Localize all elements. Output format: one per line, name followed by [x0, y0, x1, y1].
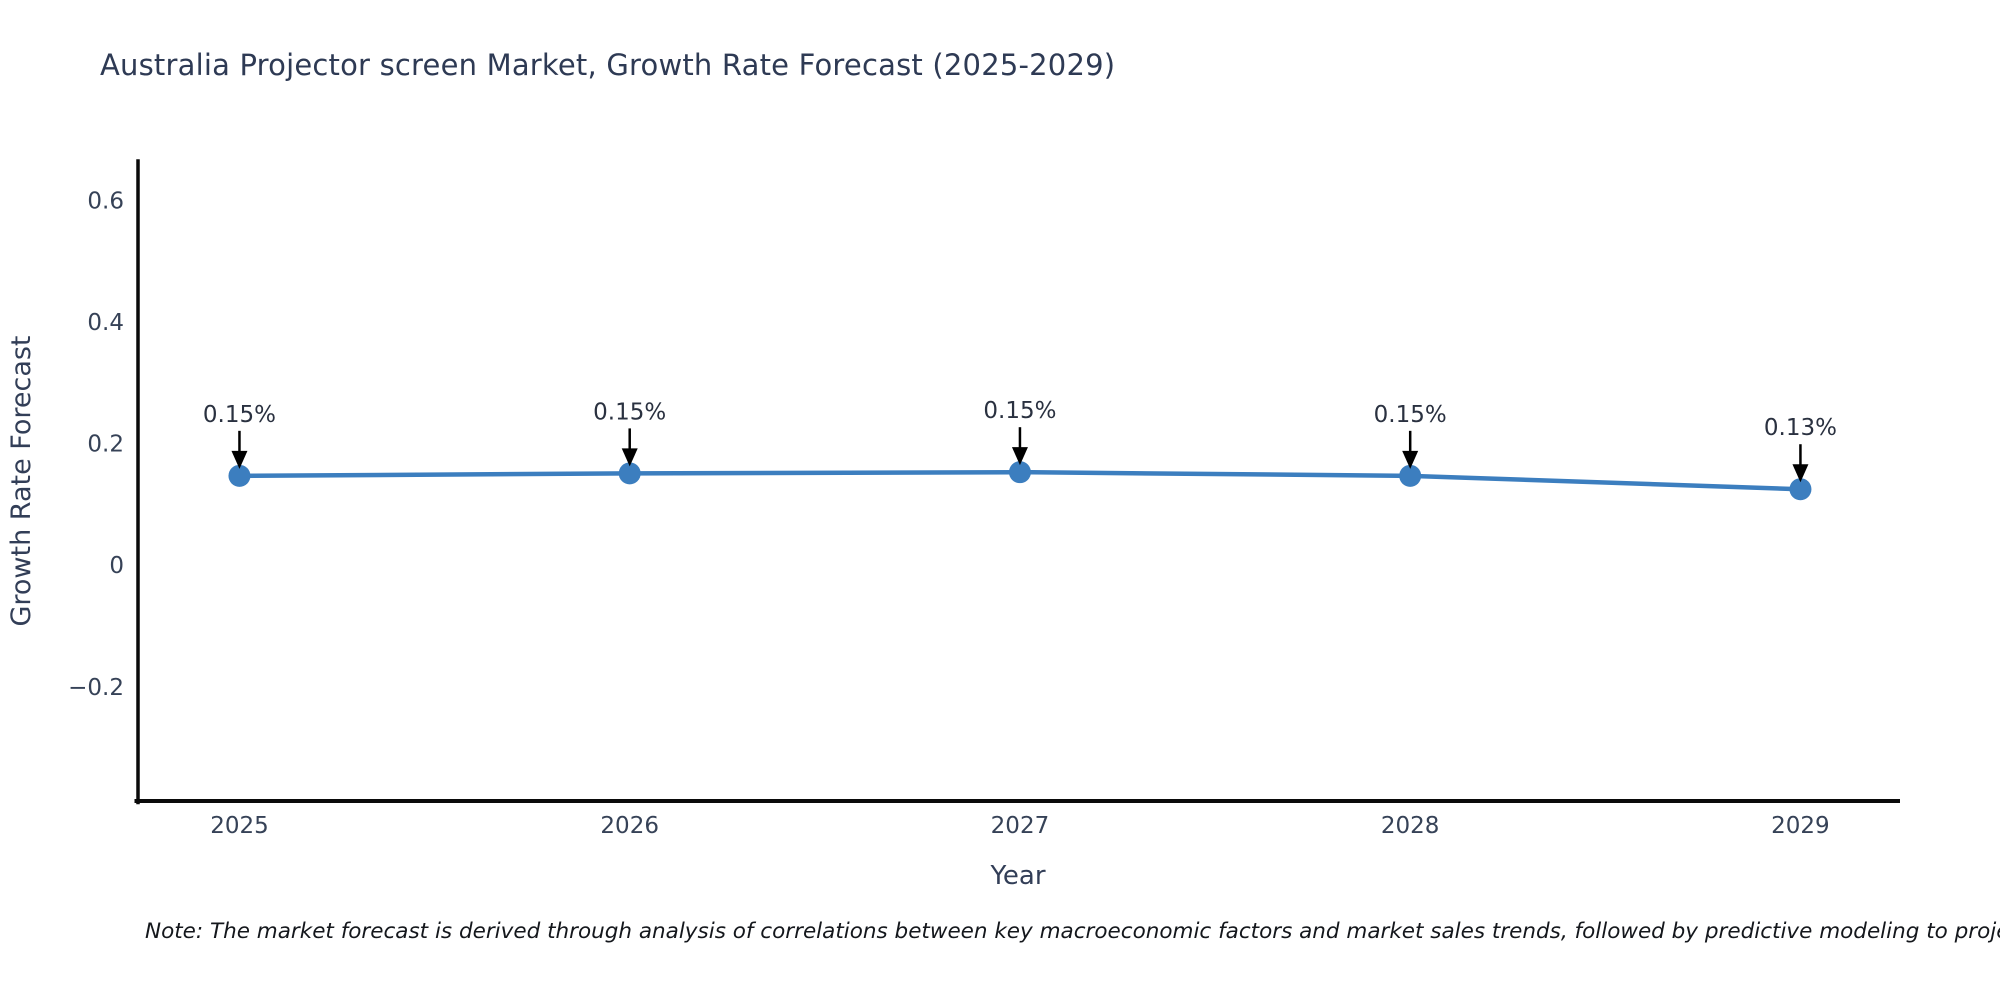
y-axis-title: Growth Rate Forecast — [6, 335, 37, 626]
y-tick-label: 0 — [109, 553, 124, 579]
annotation-arrowhead — [621, 448, 638, 467]
data-point-marker — [1008, 461, 1031, 484]
annotation-arrowhead — [1402, 450, 1419, 469]
data-point-marker — [1789, 478, 1812, 501]
x-tick-label: 2029 — [1771, 813, 1830, 839]
annotation-arrowhead — [1011, 447, 1028, 466]
data-point-marker — [1399, 464, 1422, 487]
chart-title: Australia Projector screen Market, Growt… — [100, 48, 1116, 82]
point-label: 0.13% — [1764, 415, 1837, 441]
y-tick-label: 0.6 — [87, 188, 124, 214]
y-tick-label: 0.4 — [87, 310, 124, 336]
x-axis-ticks: 2025 2026 2027 2028 2029 — [210, 813, 1830, 839]
x-tick-label: 2028 — [1381, 813, 1440, 839]
annotation-arrowhead — [231, 450, 248, 469]
data-point-marker — [228, 464, 251, 487]
annotation-arrowhead — [1792, 464, 1809, 483]
point-annotations: 0.15% 0.15% 0.15% 0.15% 0.13% — [203, 398, 1837, 483]
point-label: 0.15% — [1374, 402, 1447, 428]
y-tick-label: −0.2 — [68, 675, 124, 701]
y-axis-ticks: 0.6 0.4 0.2 0 −0.2 — [68, 188, 124, 701]
x-tick-label: 2027 — [991, 813, 1050, 839]
x-tick-label: 2025 — [210, 813, 269, 839]
footnote: Note: The market forecast is derived thr… — [145, 919, 2000, 944]
line-series — [228, 461, 1812, 501]
point-label: 0.15% — [593, 399, 666, 425]
axis-spines — [134, 159, 1900, 805]
y-tick-label: 0.2 — [87, 432, 124, 458]
data-point-marker — [618, 462, 641, 485]
x-axis-title: Year — [989, 861, 1045, 891]
x-tick-label: 2026 — [600, 813, 659, 839]
point-label: 0.15% — [983, 398, 1056, 424]
point-label: 0.15% — [203, 402, 276, 428]
